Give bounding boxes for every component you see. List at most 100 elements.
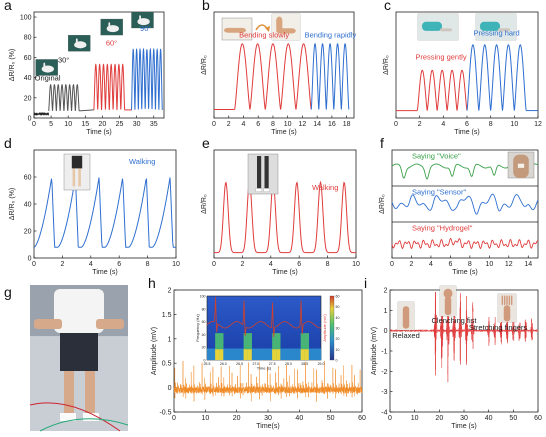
x-tick-label: 30: [264, 415, 272, 422]
inset-y-tick-label: 80: [202, 307, 206, 311]
colorbar-tick-label: 20: [336, 337, 340, 341]
x-tick-label: 14: [524, 261, 532, 268]
finger-shape: [75, 38, 78, 46]
plot-frame: [213, 149, 357, 259]
spectrogram-cell: [235, 348, 240, 360]
y-tick-label: 0: [28, 256, 32, 263]
x-tick-label: 0: [212, 261, 216, 268]
x-tick-label: 10: [284, 121, 292, 128]
shirt-shape: [54, 289, 104, 333]
segment-label-90: 90°: [140, 24, 151, 33]
series-line-1: [48, 83, 80, 111]
plot-frame: [391, 149, 539, 259]
arm-shape: [224, 27, 246, 33]
arm-shape: [276, 16, 283, 33]
leg-shape: [64, 371, 74, 415]
x-tick-label: 6: [465, 121, 469, 128]
spectrogram-cell: [223, 348, 228, 360]
x-tick-label: 2: [227, 121, 231, 128]
inset-y-tick-label: 60: [202, 320, 206, 324]
x-tick-label: 10: [510, 121, 518, 128]
x-tick-label: 20: [99, 121, 107, 128]
x-tick-label: 20: [233, 415, 241, 422]
colorbar-tick-label: 60: [336, 295, 340, 299]
x-tick-label: 14: [313, 121, 321, 128]
spectrogram-cell: [292, 348, 297, 360]
photo-background: [247, 153, 279, 195]
photo-30deg: [68, 35, 91, 52]
y-tick-label: -2: [381, 369, 387, 376]
photo-press-gently: [417, 13, 459, 41]
x-tick-label: 50: [509, 415, 517, 422]
spectrogram-cell: [272, 349, 277, 360]
spectrogram-cell: [308, 348, 314, 360]
segment-label-30: 30°: [58, 55, 69, 64]
spectrogram-cell: [239, 348, 244, 360]
spectrogram-cell: [259, 348, 265, 360]
panel-letter: b: [202, 0, 210, 13]
x-tick-label: 16: [328, 121, 336, 128]
shoe-shape: [83, 413, 99, 421]
panel-letter: a: [4, 0, 12, 13]
x-tick-label: 0: [32, 261, 36, 268]
plot-frame: [33, 149, 177, 259]
series-line-1: [310, 43, 350, 110]
x-tick-label: 10: [201, 415, 209, 422]
photo-original: [35, 59, 58, 76]
colorbar-tick-label: 30: [336, 327, 340, 331]
forearm-shape: [503, 305, 511, 322]
shoe-shape: [60, 413, 76, 421]
inset-x-tick-label: 26.5: [236, 362, 243, 366]
y-tick-label: 1: [168, 336, 172, 343]
x-tick-label: 60: [534, 415, 542, 422]
forearm-shape: [444, 296, 452, 316]
x-tick-label: 10: [485, 261, 493, 268]
y-tick-label: 20: [24, 229, 32, 236]
x-tick-label: 4: [269, 261, 273, 268]
series-line-0: [33, 111, 50, 117]
series-line-2: [391, 238, 539, 250]
inset-x-tick-label: 25.5: [204, 362, 211, 366]
series-line-0: [416, 69, 468, 111]
x-tick-label: 12: [299, 121, 307, 128]
x-axis-label: Time (s): [86, 129, 111, 136]
x-axis-label: Time (s): [92, 269, 117, 276]
sensor-shape: [498, 28, 510, 32]
inset-x-tick-label: 28.0: [285, 362, 292, 366]
x-tick-label: 0: [172, 415, 176, 422]
x-tick-label: 18: [343, 121, 351, 128]
x-tick-label: 10: [64, 121, 72, 128]
finger-shape: [108, 22, 111, 30]
x-axis-label: Time (s): [451, 423, 476, 430]
x-tick-label: 6: [297, 261, 301, 268]
y-tick-label: 40: [24, 75, 32, 82]
inset-y-tick-label: 40: [202, 333, 206, 337]
spectrogram-cell: [312, 348, 318, 360]
spectrogram-cell: [247, 349, 252, 360]
photo-walking-shorts: [63, 153, 91, 191]
panel-letter: e: [202, 135, 210, 151]
spectrogram-cell: [276, 349, 281, 360]
photo-90deg: [131, 11, 154, 29]
y-tick-label: 100: [20, 15, 32, 22]
pants-leg-shape: [264, 156, 269, 189]
segment-label-walking: Walking: [312, 183, 338, 192]
x-tick-label: 2: [240, 261, 244, 268]
spectrogram-cell: [215, 349, 220, 360]
segment-label-relaxed: Relaxed: [392, 331, 420, 340]
x-tick-label: 0: [390, 261, 394, 268]
segment-label-original: Original: [35, 74, 61, 83]
x-tick-label: 10: [352, 261, 360, 268]
finger-shape: [43, 62, 46, 70]
y-tick-label: 1: [384, 308, 388, 315]
panel-letter: f: [380, 135, 384, 151]
panel-f: 0 2 4 6 8 10 12 14 Time (s) ΔR/R₀ f Saying "Voice" S…: [379, 135, 539, 276]
segment-label-pressing-hard: Pressing hard: [473, 28, 519, 37]
series-line-3: [131, 47, 163, 110]
finger-shape: [503, 295, 506, 306]
photo-press-hard: [475, 13, 517, 41]
y-axis-label: ΔR/R₀ (%): [9, 188, 16, 220]
x-tick-label: 6: [448, 261, 452, 268]
y-tick-label: 60: [24, 55, 32, 62]
x-tick-label: 8: [326, 261, 330, 268]
